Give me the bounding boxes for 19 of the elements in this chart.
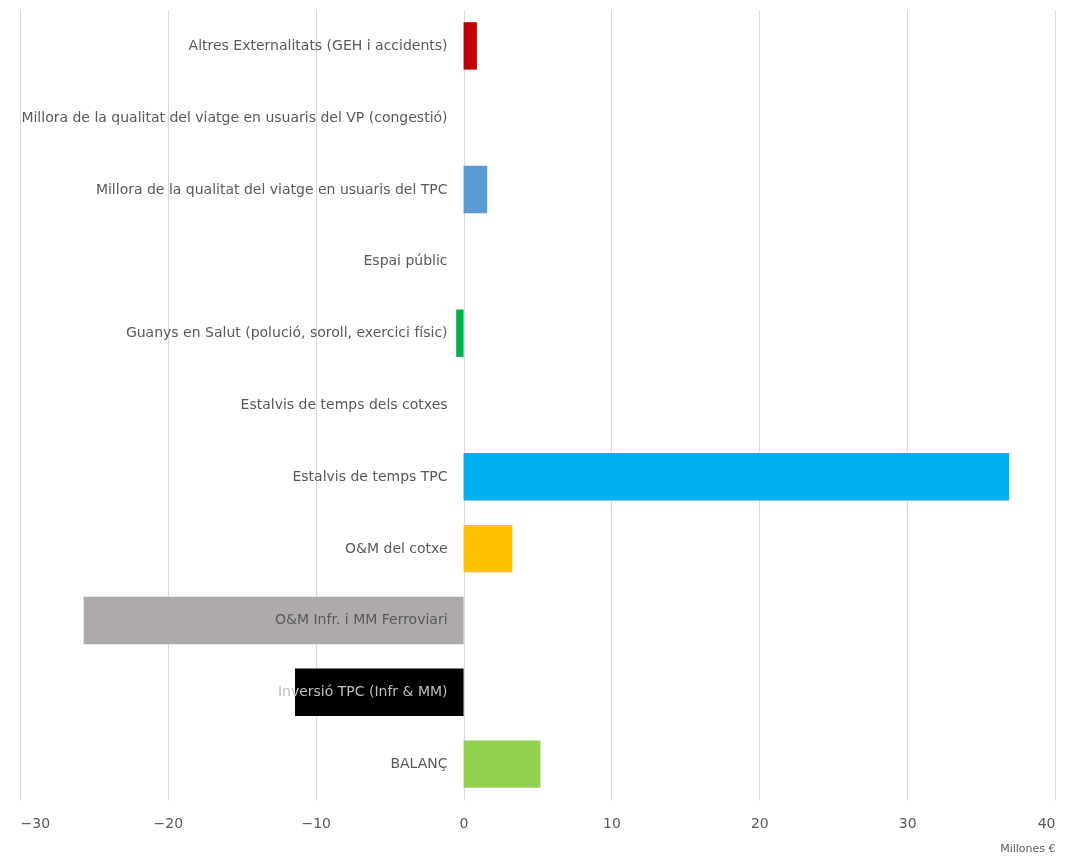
y-tick-label: Millora de la qualitat del viatge en usuaris del VP (congestió): [21, 108, 448, 125]
x-tick-label: −10: [301, 814, 331, 831]
y-tick-label: Estalvis de temps dels cotxes: [240, 396, 448, 412]
x-tick-label: 40: [1037, 814, 1056, 831]
y-tick-label: O&M del cotxe: [345, 539, 448, 556]
y-tick-label: Estalvis de temps TPC: [292, 467, 448, 484]
x-tick-label: −20: [153, 814, 184, 831]
y-tick-label: Guanys en Salut (polució, soroll, exercici físic): [125, 324, 448, 341]
x-tick-label: 20: [750, 814, 769, 831]
x-tick-label: 10: [603, 814, 621, 831]
x-tick-label: 30: [898, 814, 917, 831]
y-tick-label: Espai públic: [363, 252, 448, 269]
y-tick-label: O&M Infr. i MM Ferroviari: [275, 611, 448, 628]
x-tick-label: −30: [20, 814, 51, 831]
y-tick-label: BALANÇ: [390, 755, 448, 772]
x-axis-title: Millones €: [1000, 841, 1056, 855]
y-tick-label: Altres Externalitats (GEH i accidents): [188, 36, 448, 53]
y-tick-label: Millora de la qualitat del viatge en usuaris del TPC: [95, 180, 448, 197]
x-tick-label: 0: [459, 814, 469, 831]
